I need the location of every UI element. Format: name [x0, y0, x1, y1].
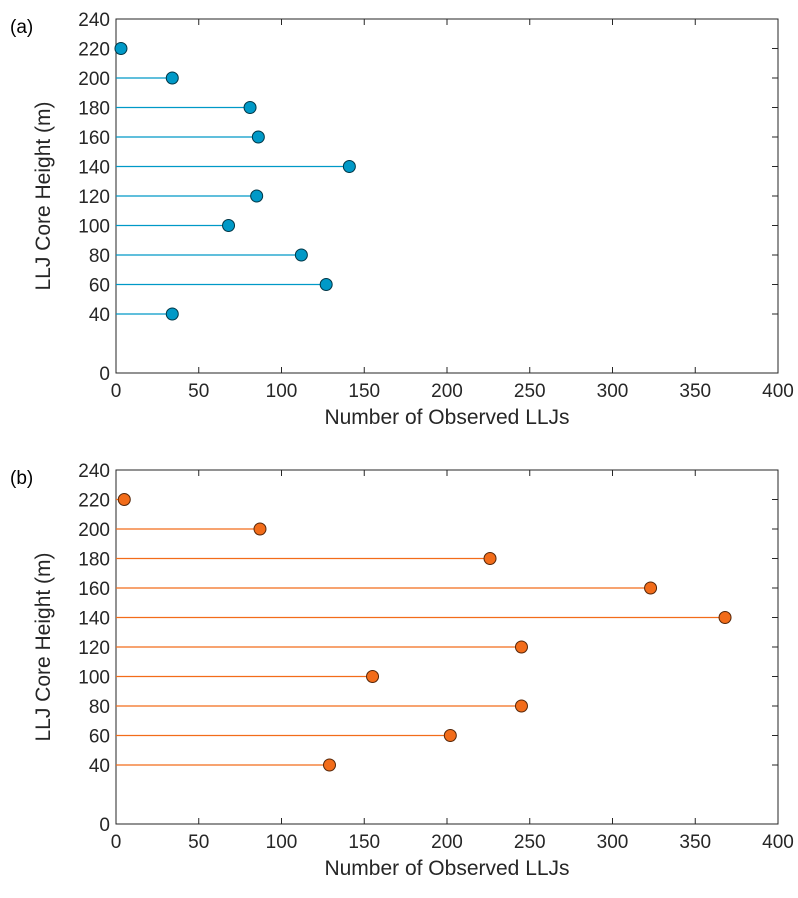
chart-1-point: [718, 611, 732, 624]
chart-0-ytick-label: 80: [89, 246, 110, 267]
chart-0-point: [294, 248, 308, 262]
chart-0-xtick-label: 0: [111, 381, 122, 402]
chart-1-xtick-label: 350: [679, 832, 711, 853]
chart-1-ytick-label: 160: [78, 579, 110, 600]
chart-0-ytick-label: 100: [78, 217, 110, 238]
chart-1-point: [483, 552, 497, 565]
chart-1-xtick-label: 300: [597, 832, 629, 853]
chart-1-xtick-label: 250: [514, 832, 546, 853]
chart-0-xtick-label: 250: [514, 381, 546, 402]
panel-a: 0 50 100 150 200 250 300 350 400 0 40 60 80 100 120 140…: [10, 10, 794, 429]
chart-1-xtick-label: 200: [431, 832, 463, 853]
chart-1-ytick-label: 80: [89, 697, 110, 718]
chart-0-xtick-label: 300: [597, 381, 629, 402]
chart-1-ytick-label: 180: [78, 550, 110, 571]
chart-1-ytick-label: 140: [78, 609, 110, 630]
chart-1-ytick-label: 200: [78, 520, 110, 541]
chart-0-ytick-label: 180: [78, 99, 110, 120]
chart-0-ylabel: LLJ Core Height (m): [32, 101, 55, 290]
chart-1-ytick-label: 40: [89, 756, 110, 777]
chart-0-point: [243, 101, 257, 114]
chart-0-ytick-label: 160: [78, 128, 110, 149]
chart-0-ytick-label: 140: [78, 158, 110, 179]
chart-1-point: [514, 699, 528, 713]
chart-1-ytick-label: 100: [78, 668, 110, 689]
chart-0-point: [251, 130, 265, 144]
chart-0-point: [342, 160, 356, 173]
chart-1-point: [253, 522, 267, 536]
chart-0-ytick-label: 60: [89, 276, 110, 297]
chart-0-point: [250, 189, 264, 203]
chart-0-ytick-label: 200: [78, 69, 110, 90]
chart-1-point: [366, 670, 380, 683]
chart-0-point: [222, 219, 236, 232]
chart-0-ytick-label: 40: [89, 305, 110, 326]
chart-0-xtick-label: 100: [266, 381, 298, 402]
chart-1-point: [644, 581, 658, 595]
chart-0-xlabel: Number of Observed LLJs: [324, 406, 569, 429]
chart-0-ytick-label: 0: [99, 364, 110, 385]
chart-0-point: [165, 71, 179, 85]
chart-0-xtick-label: 150: [348, 381, 380, 402]
chart-0-ytick-label: 120: [78, 187, 110, 208]
chart-0-point: [114, 42, 128, 55]
chart-1-ytick-label: 120: [78, 638, 110, 659]
chart-1-point: [514, 640, 528, 654]
chart-1-point: [443, 729, 457, 742]
chart-1-ytick-label: 0: [99, 815, 110, 836]
chart-1-xtick-label: 150: [348, 832, 380, 853]
chart-1-point: [117, 493, 131, 506]
chart-1-xtick-label: 400: [762, 832, 794, 853]
chart-1-point: [322, 758, 336, 772]
chart-1-xtick-label: 50: [188, 832, 209, 853]
chart-1-ytick-label: 60: [89, 727, 110, 748]
panel-b: 0 50 100 150 200 250 300 350 400 0 40 60 80 100 120 140…: [10, 461, 794, 880]
chart-1-panel-label: (b): [10, 468, 33, 489]
chart-1-xtick-label: 100: [266, 832, 298, 853]
chart-0-xtick-label: 400: [762, 381, 794, 402]
chart-1-ytick-label: 220: [78, 491, 110, 512]
chart-0-xtick-label: 350: [679, 381, 711, 402]
chart-1-xtick-label: 0: [111, 832, 122, 853]
chart-0-panel-label: (a): [10, 17, 33, 38]
chart-1-ytick-label: 240: [78, 461, 110, 482]
chart-1-ylabel: LLJ Core Height (m): [32, 552, 55, 741]
chart-0-ytick-label: 240: [78, 10, 110, 31]
chart-0-xtick-label: 50: [188, 381, 209, 402]
chart-0-point: [319, 278, 333, 291]
chart-0-point: [165, 307, 179, 321]
chart-1-xlabel: Number of Observed LLJs: [324, 857, 569, 880]
chart-0-ytick-label: 220: [78, 40, 110, 61]
chart-0-xtick-label: 200: [431, 381, 463, 402]
